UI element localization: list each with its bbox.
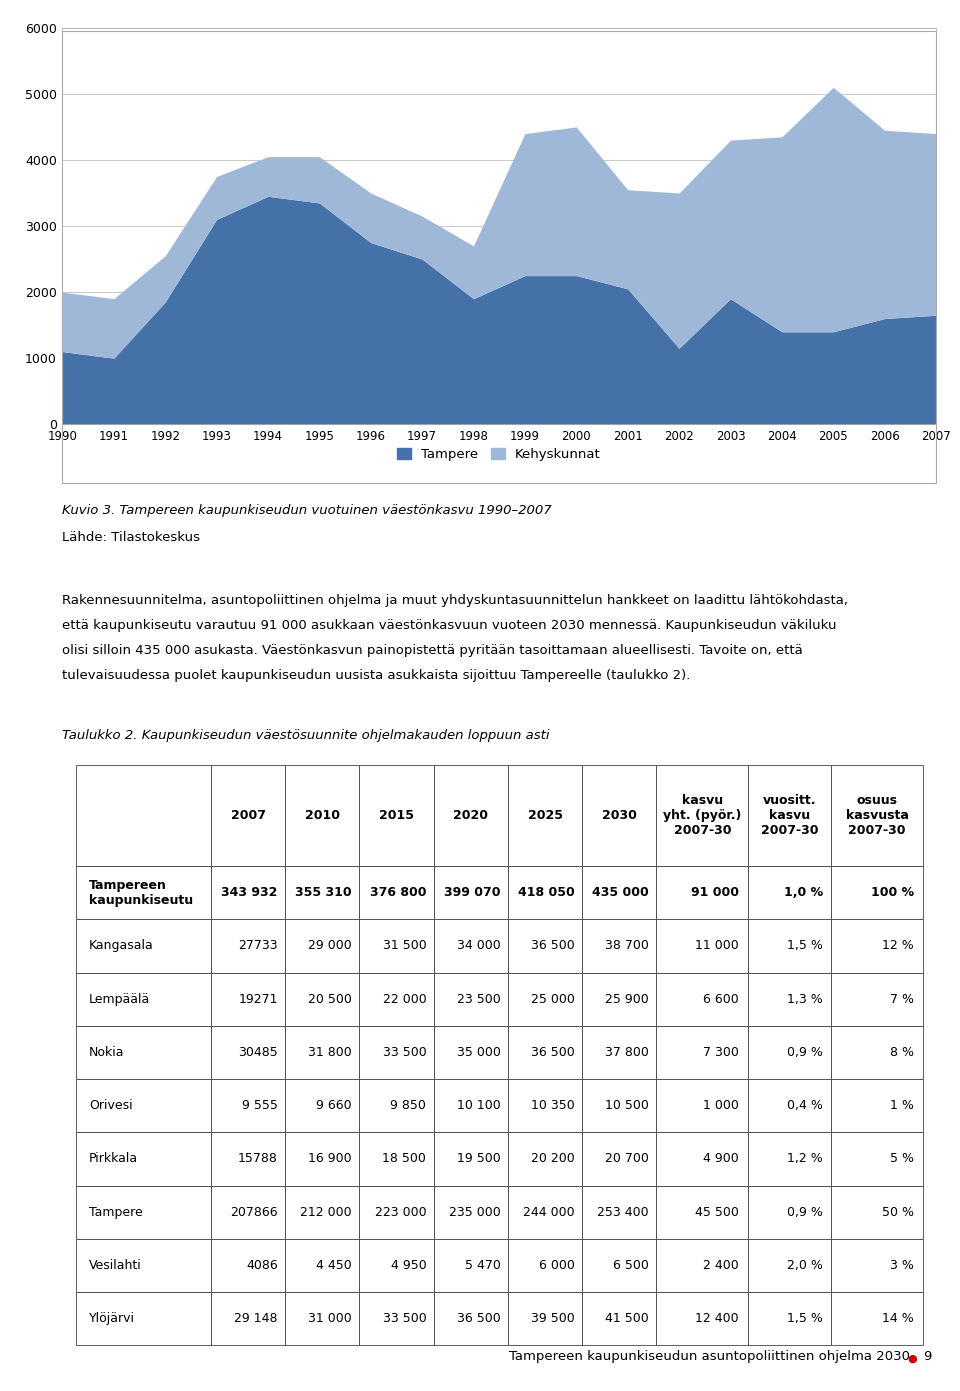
Text: että kaupunkiseutu varautuu 91 000 asukkaan väestönkasvuun vuoteen 2030 mennessä: että kaupunkiseutu varautuu 91 000 asukk… <box>62 619 837 632</box>
Text: olisi silloin 435 000 asukasta. Väestönkasvun painopistettä pyritään tasoittamaa: olisi silloin 435 000 asukasta. Väestönk… <box>62 644 804 657</box>
Text: Rakennesuunnitelma, asuntopoliittinen ohjelma ja muut yhdyskuntasuunnittelun han: Rakennesuunnitelma, asuntopoliittinen oh… <box>62 594 849 606</box>
Text: Kuvio 3. Tampereen kaupunkiseudun vuotuinen väestönkasvu 1990–2007: Kuvio 3. Tampereen kaupunkiseudun vuotui… <box>62 504 552 516</box>
Text: ●: ● <box>907 1353 917 1363</box>
Text: Lähde: Tilastokeskus: Lähde: Tilastokeskus <box>62 531 201 544</box>
Legend: Tampere, Kehyskunnat: Tampere, Kehyskunnat <box>397 448 601 462</box>
Text: tulevaisuudessa puolet kaupunkiseudun uusista asukkaista sijoittuu Tampereelle (: tulevaisuudessa puolet kaupunkiseudun uu… <box>62 669 691 682</box>
Text: Tampereen kaupunkiseudun asuntopoliittinen ohjelma 2030: Tampereen kaupunkiseudun asuntopoliittin… <box>509 1351 910 1363</box>
Text: 9: 9 <box>923 1351 931 1363</box>
Text: Taulukko 2. Kaupunkiseudun väestösuunnite ohjelmakauden loppuun asti: Taulukko 2. Kaupunkiseudun väestösuunnit… <box>62 729 550 741</box>
